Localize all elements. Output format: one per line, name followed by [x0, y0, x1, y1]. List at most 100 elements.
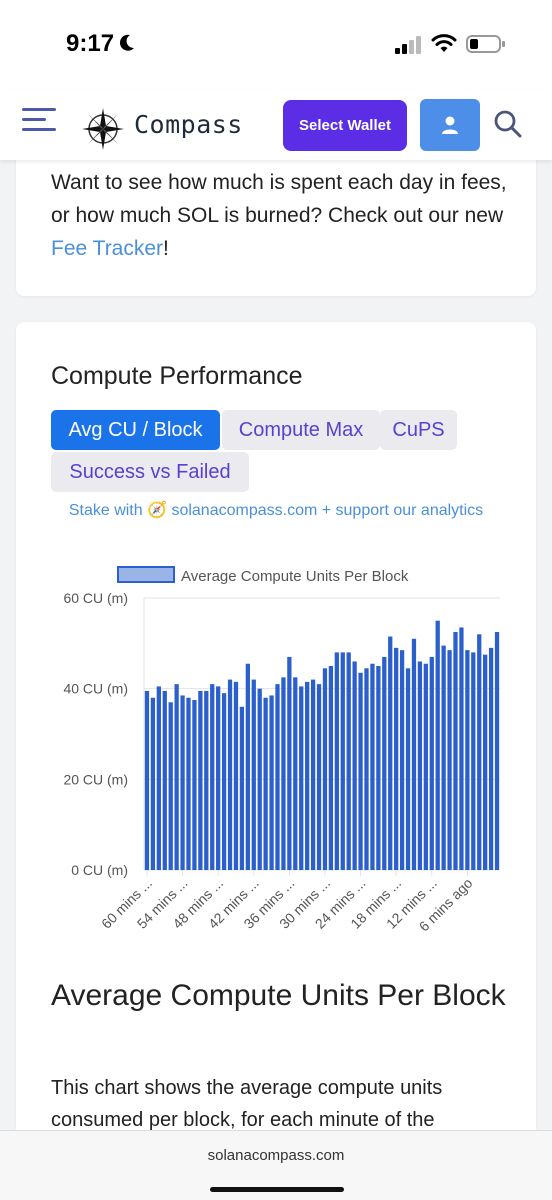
user-button[interactable]: [420, 99, 480, 151]
chart-bar[interactable]: [405, 668, 411, 870]
chart-bar[interactable]: [192, 700, 197, 870]
chart-bar[interactable]: [364, 668, 369, 870]
stake-support-link[interactable]: Stake with 🧭 solanacompass.com + support…: [68, 502, 484, 519]
logo-text[interactable]: Compass: [134, 110, 243, 139]
chart-bar[interactable]: [198, 690, 203, 870]
chart-bar[interactable]: [376, 666, 381, 870]
chart-bar[interactable]: [471, 652, 476, 870]
chart-bar[interactable]: [227, 679, 233, 870]
browser-bottom-bar: solanacompass.com: [0, 1130, 552, 1200]
chart-bar[interactable]: [150, 697, 156, 870]
chart-bar[interactable]: [411, 638, 417, 870]
chart-bar[interactable]: [305, 681, 310, 870]
chart-bar[interactable]: [316, 684, 322, 870]
compute-performance-card: Compute Performance Avg CU / Block Compu…: [16, 322, 536, 1142]
chart-bar[interactable]: [186, 697, 191, 870]
chart-bar[interactable]: [459, 627, 464, 870]
chart-bar[interactable]: [216, 686, 221, 870]
chart-bar[interactable]: [388, 636, 393, 870]
chart-bar[interactable]: [465, 650, 470, 870]
chart-bar[interactable]: [429, 656, 434, 870]
chart-bar[interactable]: [477, 634, 482, 870]
y-tick-label: 20 CU (m): [63, 771, 128, 787]
chart-bar[interactable]: [352, 661, 357, 870]
promo-text: Want to see how much is spent each day i…: [51, 166, 521, 265]
chart-bar[interactable]: [441, 645, 446, 870]
legend-swatch: [117, 566, 175, 583]
avg-compute-units-chart: Average Compute Units Per Block 60 CU (m…: [63, 566, 500, 935]
user-icon: [442, 116, 458, 134]
chart-bar[interactable]: [287, 656, 292, 870]
signal-icon: [395, 36, 421, 54]
chart-bar[interactable]: [156, 686, 161, 870]
compass-logo-icon[interactable]: [80, 106, 126, 152]
chart-bar[interactable]: [370, 663, 375, 870]
chart-bar[interactable]: [299, 686, 304, 870]
chart-bar[interactable]: [494, 632, 500, 870]
tab-avg-cu-block[interactable]: Avg CU / Block: [51, 410, 220, 450]
chart-bar[interactable]: [233, 681, 239, 870]
chart-bar[interactable]: [275, 684, 280, 870]
chart-bar[interactable]: [417, 661, 423, 870]
chart-bar[interactable]: [245, 663, 250, 870]
section-title: Compute Performance: [51, 362, 303, 390]
chart-bar[interactable]: [257, 688, 262, 870]
promo-text-after: !: [163, 237, 169, 260]
fee-tracker-link[interactable]: Fee Tracker: [51, 237, 164, 260]
chart-bar[interactable]: [447, 650, 452, 870]
x-axis-ticks: 60 mins ...54 mins ...48 mins ...42 mins…: [98, 875, 476, 935]
tab-compute-max[interactable]: Compute Max: [222, 410, 380, 450]
select-wallet-button[interactable]: Select Wallet: [283, 100, 407, 151]
chart-bar[interactable]: [144, 690, 150, 870]
tab-success-vs-failed[interactable]: Success vs Failed: [51, 452, 249, 492]
chart-bar[interactable]: [263, 697, 268, 870]
tab-cups[interactable]: CuPS: [380, 410, 457, 450]
promo-text-before: Want to see how much is spent each day i…: [51, 171, 507, 227]
chart-bar[interactable]: [453, 632, 458, 870]
search-icon[interactable]: [492, 108, 524, 140]
chart-bar[interactable]: [483, 654, 488, 870]
site-header: Compass Select Wallet: [0, 90, 552, 160]
chart-bar[interactable]: [180, 695, 185, 870]
chart-grid: [143, 597, 500, 876]
chart-bar[interactable]: [394, 647, 399, 870]
y-tick-label: 0 CU (m): [71, 862, 128, 878]
chart-bar[interactable]: [168, 702, 173, 870]
chart-bar[interactable]: [174, 684, 179, 870]
chart-bar[interactable]: [221, 693, 227, 870]
chart-bar[interactable]: [162, 690, 167, 870]
status-time: 9:17: [66, 30, 115, 57]
wifi-icon: [431, 34, 457, 52]
chart-bar[interactable]: [334, 652, 339, 870]
chart-bars: [144, 620, 500, 870]
chart-bar[interactable]: [269, 695, 274, 870]
chart-bar[interactable]: [488, 647, 494, 870]
article-body: This chart shows the average compute uni…: [51, 1077, 443, 1131]
legend-label[interactable]: Average Compute Units Per Block: [181, 568, 409, 585]
moon-icon: [119, 34, 134, 51]
chart-bar[interactable]: [340, 652, 345, 870]
chart-bar[interactable]: [423, 663, 428, 870]
fee-tracker-promo-card: Want to see how much is spent each day i…: [16, 150, 536, 296]
chart-bar[interactable]: [293, 677, 298, 870]
chart-bar[interactable]: [239, 706, 245, 870]
chart-bar[interactable]: [281, 677, 286, 870]
chart-bar[interactable]: [358, 672, 363, 870]
chart-bar[interactable]: [310, 679, 316, 870]
menu-icon[interactable]: [22, 104, 58, 134]
chart-bar[interactable]: [435, 620, 440, 870]
chart-bar[interactable]: [251, 679, 256, 870]
chart-bar[interactable]: [382, 656, 387, 870]
chart-bar[interactable]: [346, 652, 351, 870]
chart-bar[interactable]: [328, 666, 334, 870]
chart-bar[interactable]: [399, 650, 405, 870]
chart-bar[interactable]: [204, 690, 209, 870]
chart-bar[interactable]: [210, 684, 215, 870]
article-title: Average Compute Units Per Block: [51, 979, 506, 1012]
chart-bar[interactable]: [322, 668, 328, 870]
y-tick-label: 60 CU (m): [63, 590, 128, 606]
status-bar: 9:17: [0, 0, 552, 90]
url-bar[interactable]: solanacompass.com: [207, 1147, 345, 1164]
y-tick-label: 40 CU (m): [63, 681, 128, 697]
y-axis-ticks: 60 CU (m) 40 CU (m) 20 CU (m) 0 CU (m): [63, 590, 128, 878]
